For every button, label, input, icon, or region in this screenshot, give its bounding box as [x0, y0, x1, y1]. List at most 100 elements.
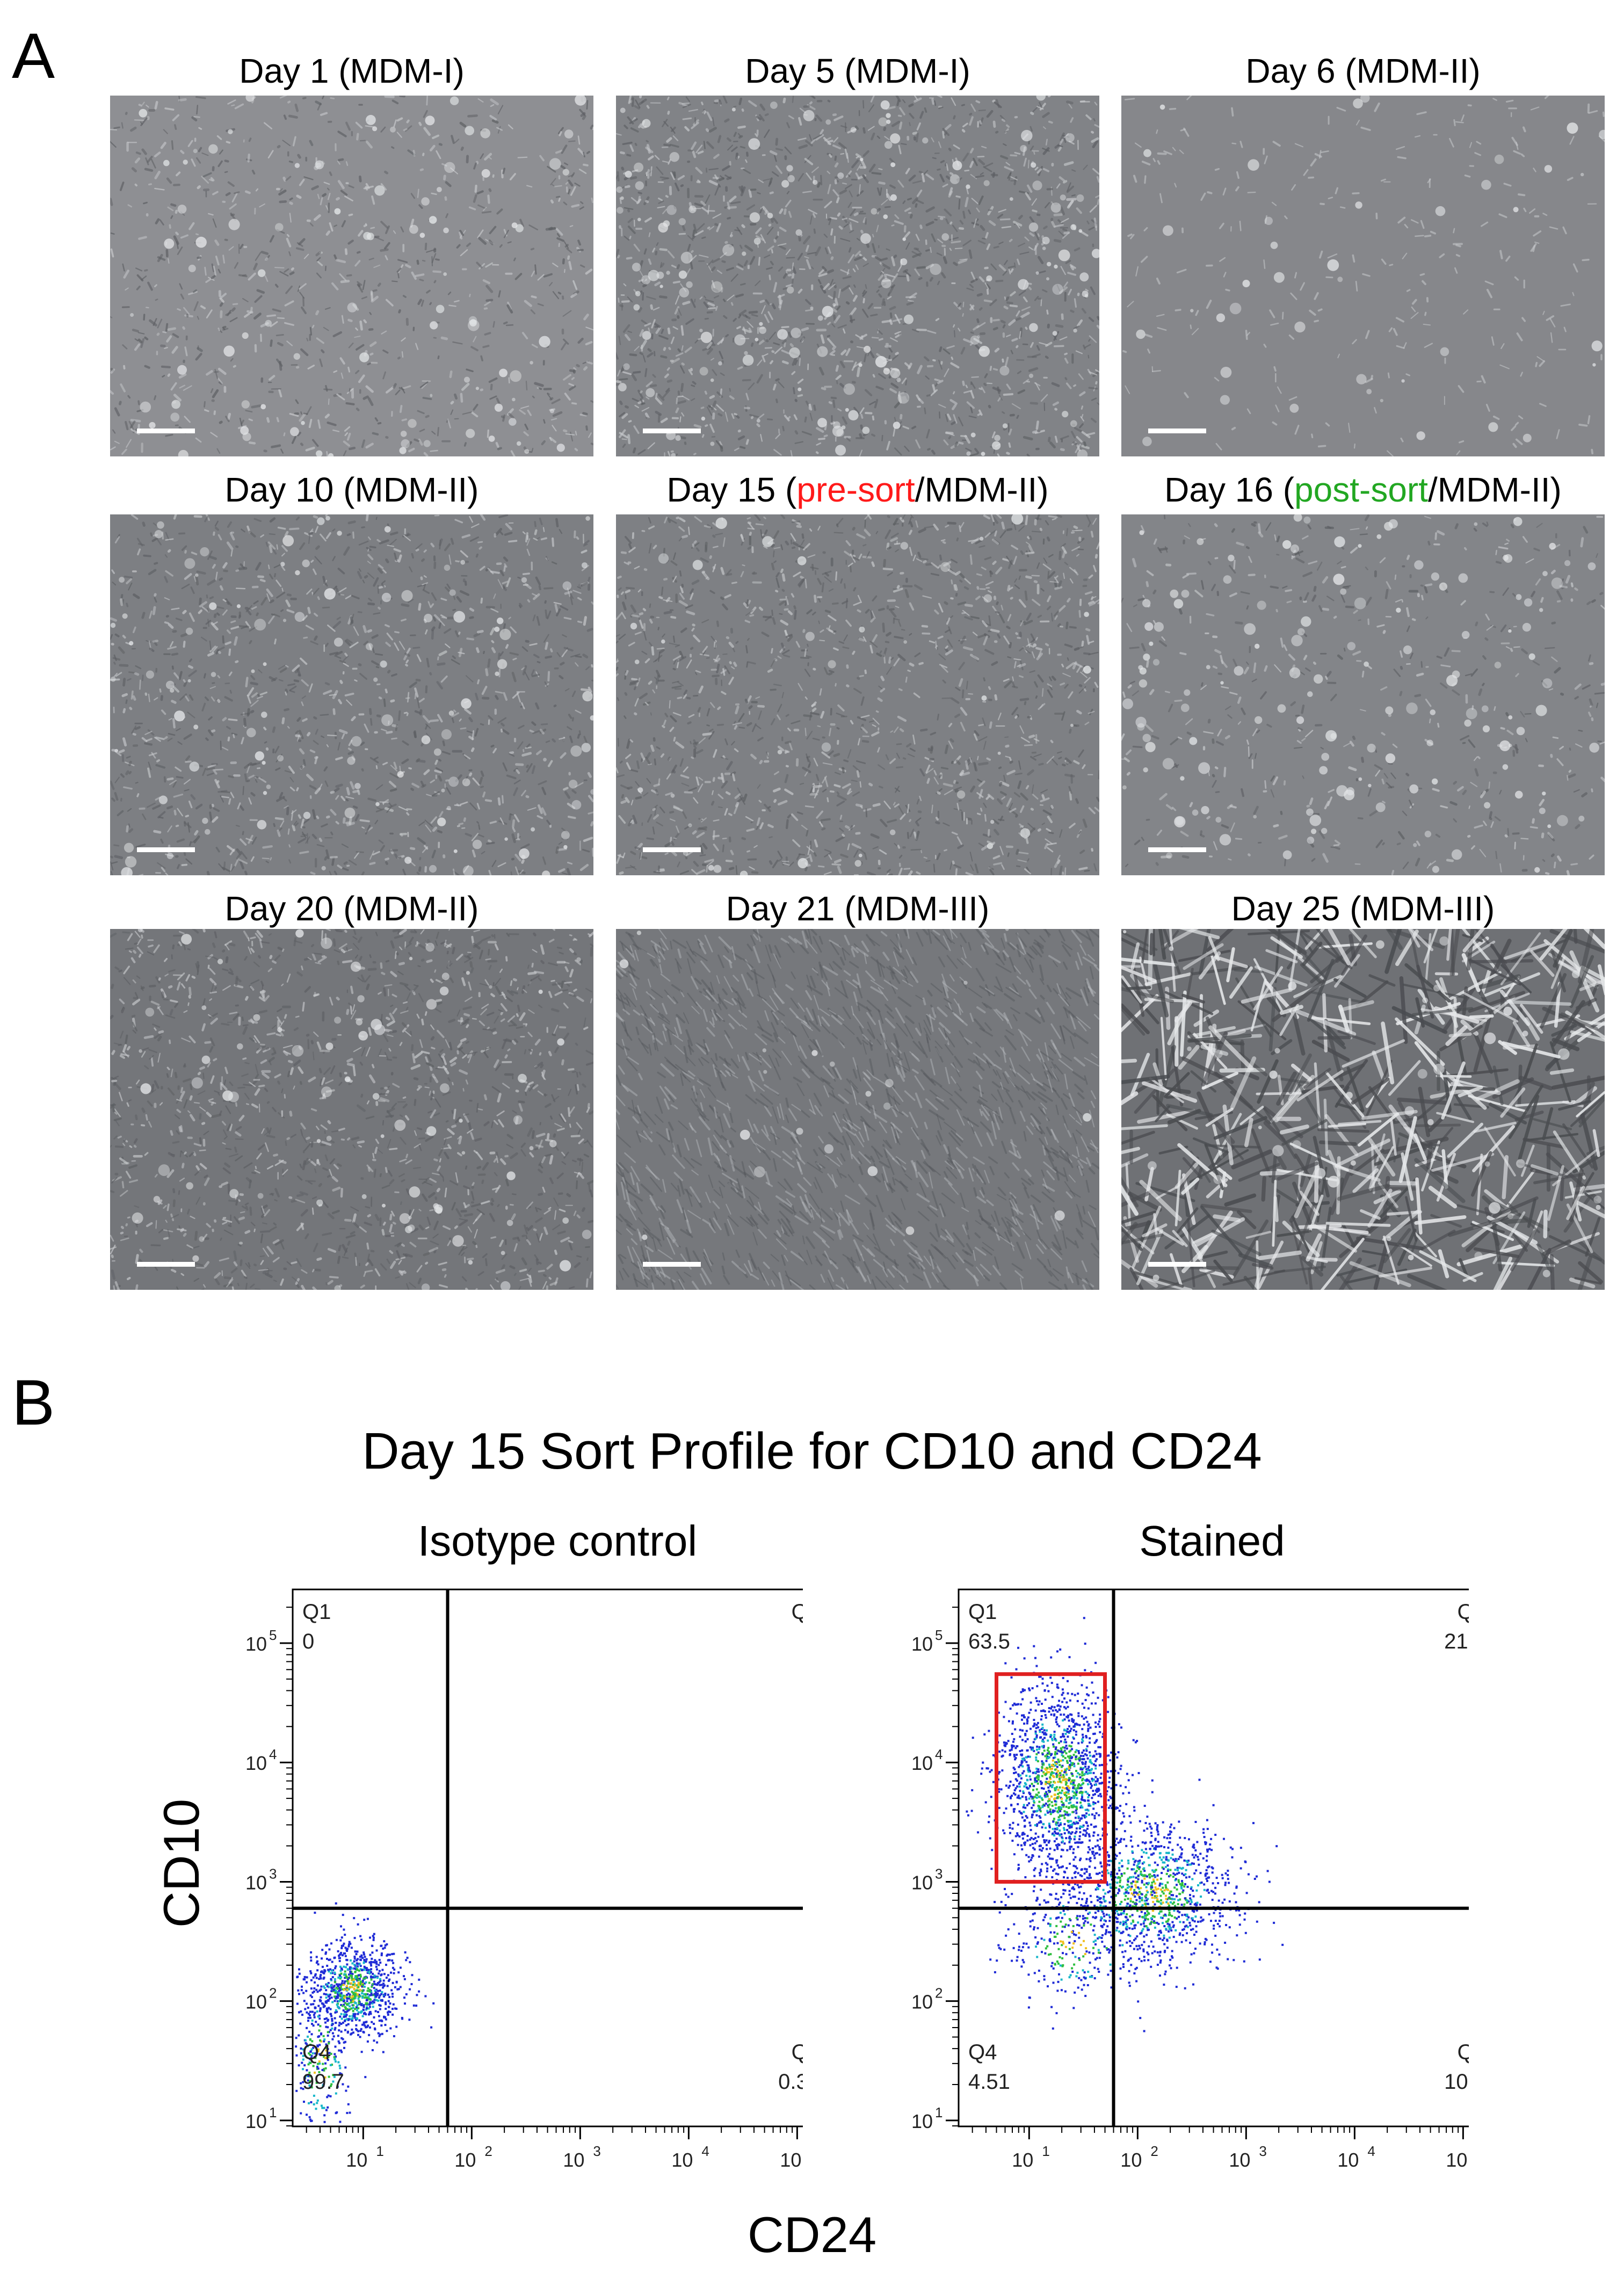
micrograph-title: Day 5 (MDM-I): [616, 54, 1099, 88]
micrograph-title-suffix: /MDM-II): [915, 470, 1049, 509]
y-tick-label: 10: [245, 1991, 267, 2013]
micrograph-title: Day 20 (MDM-II): [110, 891, 593, 926]
micrograph-title-text: Day 25 (MDM-III): [1231, 889, 1495, 928]
micrograph-title-highlight: post-sort: [1294, 470, 1429, 509]
scale-bar: [643, 429, 701, 433]
micrograph-title: Day 15 (pre-sort/MDM-II): [616, 473, 1099, 507]
y-tick-exponent: 1: [935, 2104, 943, 2121]
micrograph-image: [616, 514, 1099, 875]
scale-bar: [137, 1262, 195, 1267]
sort-gate-rect: [994, 1672, 1107, 1884]
x-tick-exponent: 4: [701, 2143, 709, 2159]
micrograph-title: Day 16 (post-sort/MDM-II): [1121, 473, 1605, 507]
x-tick-label: 10: [780, 2149, 801, 2171]
micrograph-title-suffix: /MDM-II): [1428, 470, 1562, 509]
micrograph-title: Day 10 (MDM-II): [110, 473, 593, 507]
scale-bar: [137, 847, 195, 852]
y-tick-label: 10: [911, 1871, 933, 1893]
quadrant-name: Q4: [968, 2040, 997, 2064]
plot-frame: [958, 1588, 1469, 2127]
panel-b-title: Day 15 Sort Profile for CD10 and CD24: [362, 1422, 1262, 1480]
quadrant-percent: 10.3: [1444, 2070, 1469, 2094]
micrograph-image: [616, 96, 1099, 456]
y-tick-label: 10: [245, 1633, 267, 1655]
y-tick-exponent: 5: [269, 1627, 277, 1643]
y-tick-exponent: 4: [269, 1746, 277, 1762]
event-points: [295, 1902, 435, 2123]
quadrant-percent: 21.6: [1444, 1630, 1469, 1653]
x-tick-exponent: 3: [1259, 2143, 1266, 2159]
y-tick-label: 10: [911, 1633, 933, 1655]
scale-bar: [137, 429, 195, 433]
y-tick-exponent: 5: [935, 1627, 943, 1643]
scale-bar: [1148, 429, 1206, 433]
x-tick-label: 10: [1446, 2149, 1467, 2171]
quadrant-percent: 0.33: [778, 2070, 803, 2094]
micrograph-title-text: Day 6 (MDM-II): [1245, 52, 1481, 90]
y-tick-label: 10: [245, 1752, 267, 1774]
y-tick-label: 10: [911, 1752, 933, 1774]
x-tick-exponent: 2: [1150, 2143, 1158, 2159]
x-tick-label: 10: [1120, 2149, 1142, 2171]
x-tick-label: 10: [346, 2149, 367, 2171]
quadrant-percent: 99.7: [302, 2070, 344, 2094]
micrograph-title: Day 21 (MDM-III): [616, 891, 1099, 926]
micrograph-title-text: Day 5 (MDM-I): [745, 52, 970, 90]
y-tick-label: 10: [245, 2110, 267, 2132]
x-tick-exponent: 2: [484, 2143, 492, 2159]
scale-bar: [643, 1262, 701, 1267]
micrograph-image: [1121, 96, 1605, 456]
scale-bar: [1148, 847, 1206, 852]
micrograph-image: [110, 514, 593, 875]
micrograph-title-text: Day 1 (MDM-I): [239, 52, 465, 90]
micrograph-title: Day 6 (MDM-II): [1121, 54, 1605, 88]
quadrant-percent: 0: [302, 1630, 314, 1653]
isotype-plot-title: Isotype control: [417, 1517, 698, 1565]
micrograph-title-highlight: pre-sort: [796, 470, 915, 509]
y-tick-label: 10: [245, 1871, 267, 1893]
quadrant-name: Q4: [302, 2040, 331, 2064]
y-axis-title: CD10: [153, 1798, 209, 1928]
micrograph-image: [616, 929, 1099, 1290]
x-tick-exponent: 1: [376, 2143, 383, 2159]
quadrant-name: Q3: [792, 2040, 803, 2064]
micrograph-title: Day 25 (MDM-III): [1121, 891, 1605, 926]
scale-bar: [643, 847, 701, 852]
x-tick-exponent: 4: [1367, 2143, 1375, 2159]
x-tick-exponent: 1: [1042, 2143, 1049, 2159]
micrograph-image: [110, 929, 593, 1290]
micrograph-title-text: Day 16 (: [1164, 470, 1295, 509]
x-tick-label: 10: [1012, 2149, 1033, 2171]
micrograph-title-text: Day 21 (MDM-III): [726, 889, 990, 928]
x-tick-exponent: 3: [593, 2143, 600, 2159]
panel-a-letter: A: [12, 20, 55, 92]
stained-scatter-plot: Q163.5Q221.6Q310.3Q44.511011011021021031…: [911, 1588, 1469, 2171]
micrograph-image: [1121, 514, 1605, 875]
micrograph-title-text: Day 20 (MDM-II): [224, 889, 479, 928]
micrograph-title-text: Day 15 (: [666, 470, 797, 509]
panel-b-letter: B: [12, 1367, 55, 1439]
quadrant-name: Q1: [968, 1600, 997, 1624]
y-tick-exponent: 4: [935, 1746, 943, 1762]
scale-bar: [1148, 1262, 1206, 1267]
y-tick-exponent: 1: [269, 2104, 277, 2121]
plot-frame: [292, 1588, 803, 2127]
x-axis-title: CD24: [747, 2206, 877, 2263]
x-tick-label: 10: [454, 2149, 476, 2171]
micrograph-title-text: Day 10 (MDM-II): [224, 470, 479, 509]
quadrant-name: Q1: [302, 1600, 331, 1624]
y-tick-exponent: 3: [935, 1865, 943, 1882]
x-tick-label: 10: [563, 2149, 584, 2171]
y-tick-exponent: 2: [269, 1985, 277, 2001]
quadrant-percent: 4.51: [968, 2070, 1010, 2094]
micrograph-image: [110, 96, 593, 456]
quadrant-percent: 63.5: [968, 1630, 1010, 1653]
quadrant-name: Q3: [1458, 2040, 1469, 2064]
y-tick-label: 10: [911, 2110, 933, 2132]
y-tick-exponent: 3: [269, 1865, 277, 1882]
y-tick-exponent: 2: [935, 1985, 943, 2001]
event-points: [966, 1617, 1284, 2032]
stained-plot-title: Stained: [1139, 1517, 1285, 1565]
micrograph-image: [1121, 929, 1605, 1290]
isotype-scatter-plot: Q10Q20Q30.33Q499.71011011021021031031041…: [245, 1588, 803, 2171]
